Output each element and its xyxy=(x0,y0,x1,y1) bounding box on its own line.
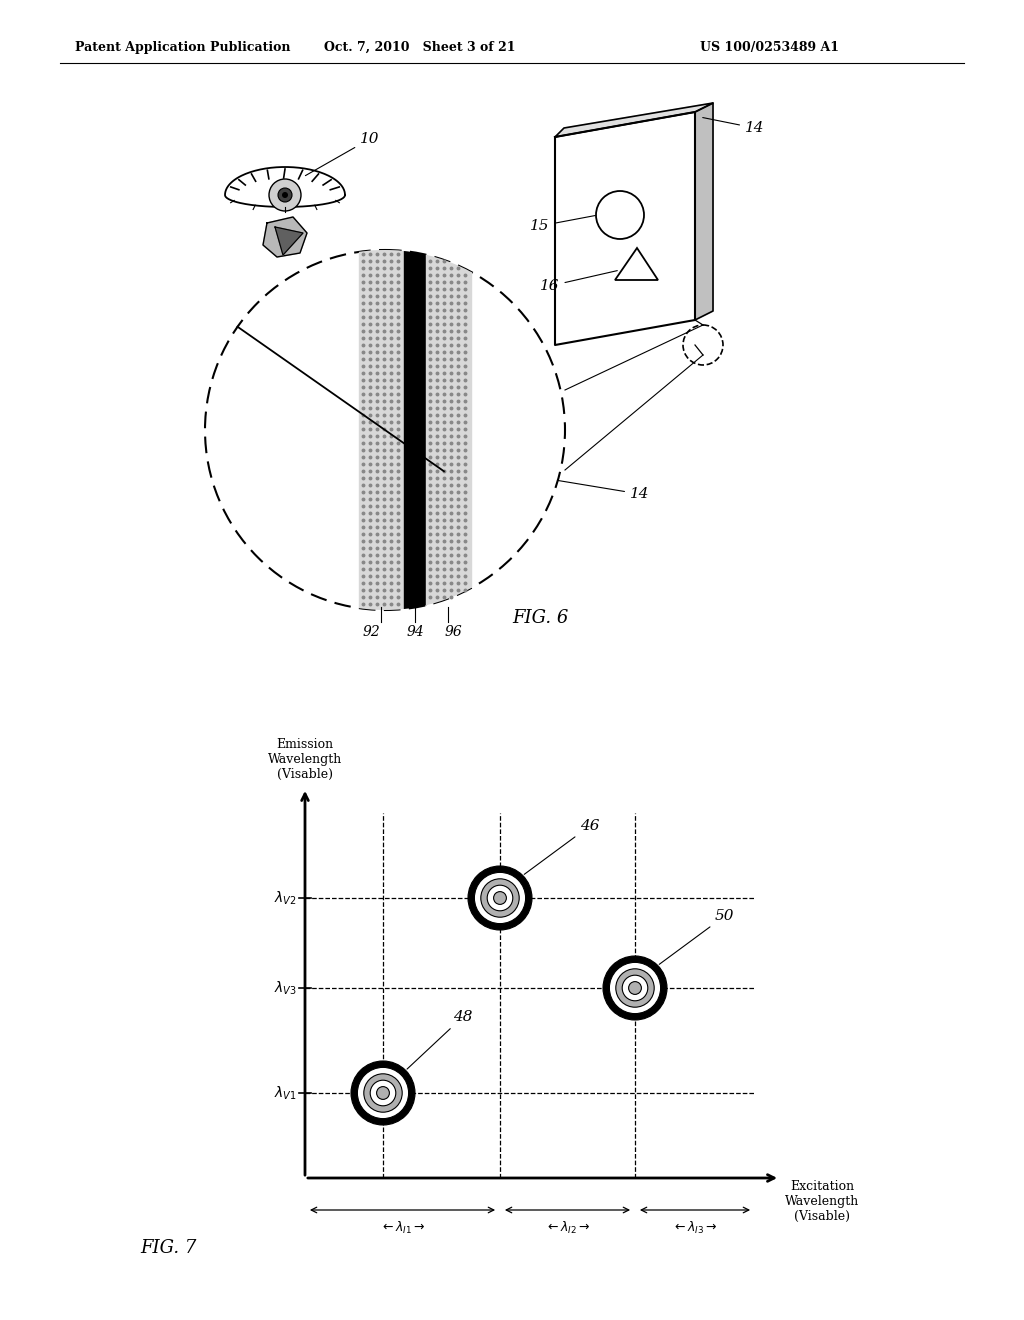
Text: US 100/0253489 A1: US 100/0253489 A1 xyxy=(700,41,839,54)
Text: $\lambda_{V1}$: $\lambda_{V1}$ xyxy=(274,1084,297,1102)
Text: 96: 96 xyxy=(444,624,462,639)
Text: Emission
Wavelength
(Visable): Emission Wavelength (Visable) xyxy=(268,738,342,781)
Circle shape xyxy=(494,891,507,904)
Polygon shape xyxy=(555,103,713,137)
Circle shape xyxy=(377,1086,389,1100)
Text: 94: 94 xyxy=(407,624,424,639)
Bar xyxy=(404,249,426,610)
Text: 50: 50 xyxy=(659,909,734,965)
Circle shape xyxy=(282,191,288,198)
Polygon shape xyxy=(225,168,345,207)
Circle shape xyxy=(474,873,525,924)
Text: 14: 14 xyxy=(702,117,765,135)
Bar xyxy=(426,249,471,610)
Circle shape xyxy=(615,969,654,1007)
Circle shape xyxy=(623,975,648,1001)
Circle shape xyxy=(357,1068,409,1118)
Text: FIG. 7: FIG. 7 xyxy=(140,1239,197,1257)
Text: 92: 92 xyxy=(362,624,380,639)
Polygon shape xyxy=(275,227,303,255)
Text: 46: 46 xyxy=(524,818,599,874)
Circle shape xyxy=(351,1061,415,1125)
Polygon shape xyxy=(263,216,307,257)
Bar xyxy=(359,249,404,610)
Circle shape xyxy=(481,879,519,917)
Text: $\leftarrow\lambda_{I3}\rightarrow$: $\leftarrow\lambda_{I3}\rightarrow$ xyxy=(672,1220,718,1236)
Circle shape xyxy=(629,982,641,994)
Text: Patent Application Publication: Patent Application Publication xyxy=(75,41,291,54)
Circle shape xyxy=(205,249,565,610)
Circle shape xyxy=(487,886,513,911)
Text: Oct. 7, 2010   Sheet 3 of 21: Oct. 7, 2010 Sheet 3 of 21 xyxy=(325,41,516,54)
Text: 14: 14 xyxy=(558,480,649,502)
Circle shape xyxy=(364,1073,402,1113)
Circle shape xyxy=(269,180,301,211)
Text: $\leftarrow\lambda_{I1}\rightarrow$: $\leftarrow\lambda_{I1}\rightarrow$ xyxy=(380,1220,425,1236)
Text: 15: 15 xyxy=(530,215,595,234)
Text: 16: 16 xyxy=(540,271,617,293)
Circle shape xyxy=(468,866,532,931)
Text: 48: 48 xyxy=(407,1010,472,1069)
Polygon shape xyxy=(555,112,695,345)
Text: 10: 10 xyxy=(305,132,380,176)
Text: $\lambda_{V3}$: $\lambda_{V3}$ xyxy=(274,979,297,997)
Polygon shape xyxy=(695,103,713,319)
Circle shape xyxy=(603,956,667,1020)
Text: FIG. 6: FIG. 6 xyxy=(512,609,568,627)
Circle shape xyxy=(278,187,292,202)
Circle shape xyxy=(609,962,660,1014)
Circle shape xyxy=(371,1080,396,1106)
Text: $\lambda_{V2}$: $\lambda_{V2}$ xyxy=(274,890,297,907)
Text: $\leftarrow\lambda_{I2}\rightarrow$: $\leftarrow\lambda_{I2}\rightarrow$ xyxy=(545,1220,590,1236)
Text: Excitation
Wavelength
(Visable): Excitation Wavelength (Visable) xyxy=(785,1180,859,1224)
